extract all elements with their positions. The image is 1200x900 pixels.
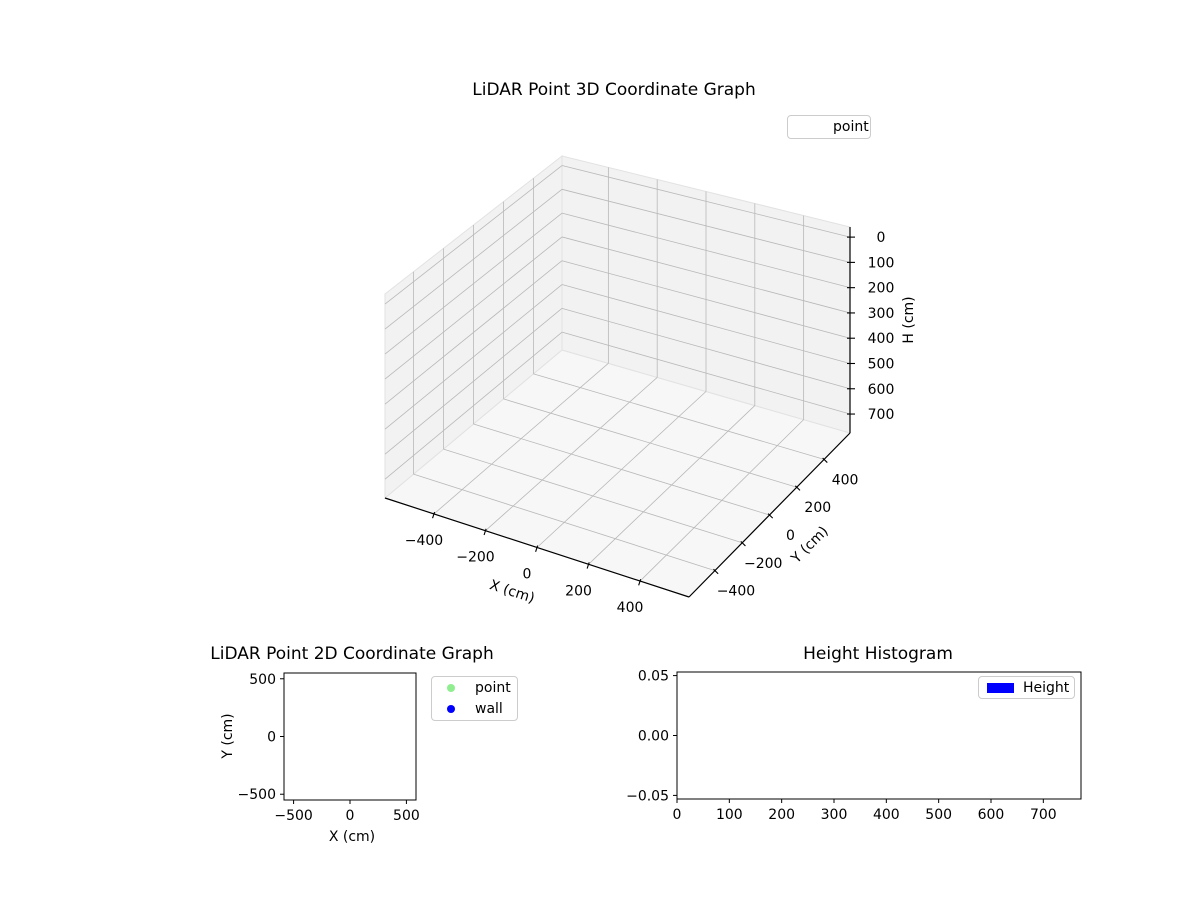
x-tick-3d [586,562,590,569]
leftwall-gridline-z [384,308,563,455]
floor-gridline-y [473,423,770,516]
y-tick-3d [740,541,746,547]
plot2d-legend-label-wall: wall [475,701,503,717]
y-tick-3d [767,513,774,519]
heighthist-x-tick-label: 200 [768,807,795,823]
rightwall-gridline-z [561,165,851,238]
rightwall-gridline-z [561,260,851,339]
y-tick-label-3d: 400 [832,472,859,488]
plot3d-legend-label-point: point [833,119,869,135]
hist-legend-label-height: Height [1023,679,1070,696]
lidar2d-x-tick-label: −500 [274,808,312,824]
x-tick-3d [535,545,539,552]
plot2d-legend-row-wall: wall [447,699,517,720]
plot2d-legend: point wall [431,676,518,721]
y-tick-3d [794,485,801,491]
z-tick-label-3d: 200 [868,281,895,297]
x-tick-label-3d: 200 [565,583,592,599]
leftwall-gridline-z [384,165,563,305]
floor-gridline-y [533,373,825,460]
rightwall-gridline-z [561,212,851,289]
heighthist-x-tick-label: 300 [821,807,848,823]
leftwall-gridline-z [384,331,563,480]
y-tick-3d [713,568,719,575]
leftwall-gridline-z [384,189,563,330]
plot2d-yaxis-label: Y (cm) [220,713,236,759]
heighthist-x-tick-label: 500 [925,807,952,823]
leftwall-gridline-z [384,284,563,430]
lidar2d-y-tick-label: −500 [238,787,276,803]
rightwall-gridline-z [561,188,851,263]
height-swatch-icon [987,682,1014,693]
heighthist-y-tick-label: −0.05 [626,788,669,804]
point-legend-empty-handle [796,122,826,132]
y-tick-label-3d: 0 [786,528,795,544]
floor-gridline-y [413,473,716,571]
plot3d-title: LiDAR Point 3D Coordinate Graph [472,80,756,100]
heighthist-x-tick-label: 400 [873,807,900,823]
lidar2d-x-tick-label: 500 [393,808,420,824]
heighthist-x-tick-label: 600 [978,807,1005,823]
z-tick-label-3d: 600 [868,382,895,398]
y-tick-label-3d: −200 [744,556,782,572]
heighthist-y-tick-label: 0.05 [638,669,669,685]
z-tick-label-3d: 700 [868,407,895,423]
heighthist-y-tick-label: 0.00 [638,729,669,745]
z-tick-label-3d: 100 [868,255,895,271]
lidar2d-y-tick-label: 0 [267,730,276,746]
leftwall-gridline-z [384,236,563,380]
x-tick-label-3d: 400 [617,600,644,616]
y-tick-3d [822,457,828,463]
x-tick-3d [483,528,487,536]
z-tick-label-3d: 400 [868,331,895,347]
plot2d-title: LiDAR Point 2D Coordinate Graph [210,644,494,664]
x-tick-3d [432,511,436,519]
plot3d-legend: point [787,115,871,139]
x-tick-label-3d: −400 [405,533,443,549]
hist-legend: Height [978,676,1075,699]
wall-marker-icon [447,705,455,713]
rightwall-gridline-z [561,331,851,415]
lidar2d-axes-box [283,672,417,801]
floor-gridline-y [503,398,797,488]
floor-gridline-y [443,448,743,544]
rightwall-gridline-z [561,236,851,314]
plot2d-legend-row-point: point [447,678,517,699]
plot2d-legend-label-point: point [475,680,511,696]
y-tick-label-3d: 200 [804,500,831,516]
lidar2d-x-tick-label: 0 [346,808,355,824]
point-marker-icon [447,684,455,692]
leftwall-gridline-z [384,212,563,355]
y-tick-label-3d: −400 [717,584,755,600]
rightwall-gridline-z [561,307,851,390]
leftwall-gridline-z [384,260,563,405]
plot3d-zaxis-label: H (cm) [901,296,917,344]
rightwall-gridline-z [561,284,851,364]
x-tick-label-3d: 0 [523,567,532,583]
heighthist-x-tick-label: 0 [673,807,682,823]
z-tick-label-3d: 500 [868,356,895,372]
hist-title: Height Histogram [803,644,953,664]
x-tick-label-3d: −200 [456,550,494,566]
heighthist-x-tick-label: 100 [716,807,743,823]
heighthist-x-tick-label: 700 [1030,807,1057,823]
z-tick-label-3d: 0 [877,230,886,246]
z-tick-label-3d: 300 [868,306,895,322]
lidar2d-y-tick-label: 500 [249,672,276,688]
x-tick-3d [638,578,642,586]
plot2d-xaxis-label: X (cm) [328,829,376,845]
